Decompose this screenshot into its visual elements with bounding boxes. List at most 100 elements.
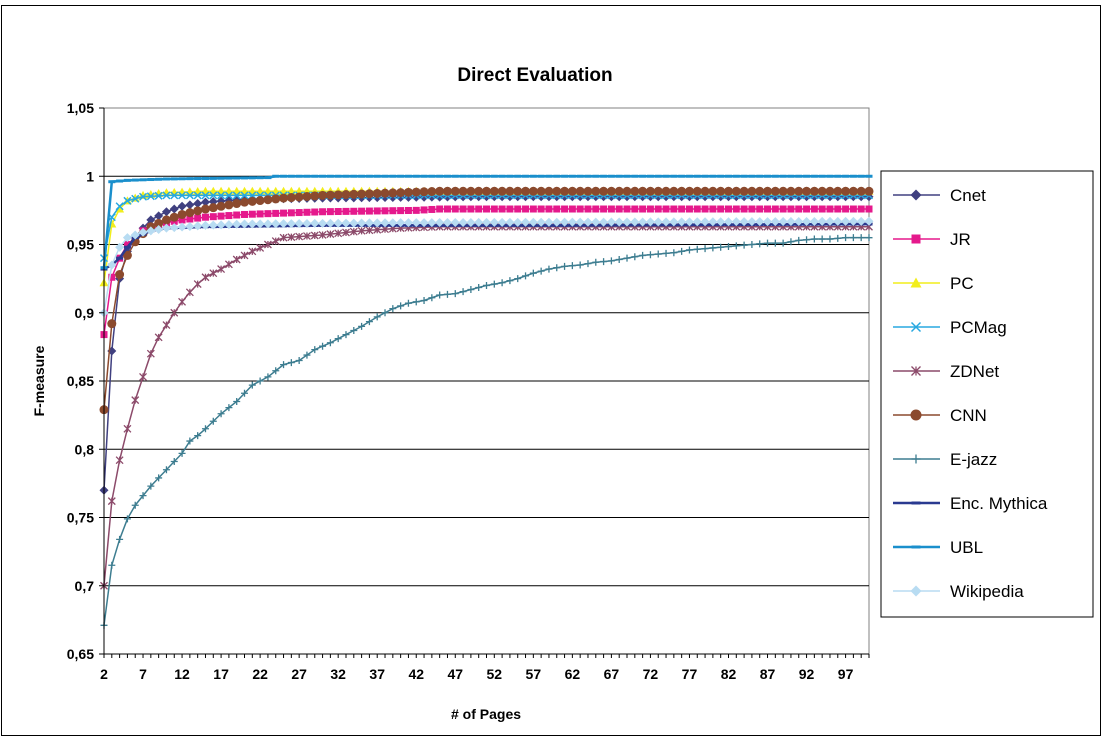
data-point	[341, 190, 351, 200]
data-point	[365, 207, 373, 215]
data-point	[606, 217, 616, 227]
data-point	[795, 174, 803, 178]
data-point	[116, 535, 124, 543]
data-point	[108, 561, 116, 569]
data-point	[233, 397, 241, 405]
data-point	[787, 174, 795, 178]
data-point	[436, 174, 444, 178]
data-point	[365, 174, 373, 178]
data-point	[709, 174, 717, 178]
data-point	[778, 217, 788, 227]
data-point	[466, 217, 476, 227]
chart-title: Direct Evaluation	[457, 65, 612, 86]
data-point	[623, 205, 631, 213]
data-point	[857, 205, 865, 213]
data-point	[615, 256, 623, 264]
data-point	[256, 210, 264, 218]
data-point	[286, 193, 296, 203]
data-point	[209, 269, 218, 278]
data-point	[404, 206, 412, 214]
data-point	[357, 226, 366, 235]
data-point	[115, 202, 124, 211]
legend-label: Enc. Mythica	[950, 494, 1048, 513]
data-point	[443, 174, 451, 178]
data-point	[349, 189, 359, 199]
data-point	[341, 218, 351, 228]
data-point	[701, 174, 709, 178]
data-point	[403, 218, 413, 228]
data-point	[561, 205, 569, 213]
data-point	[848, 216, 858, 226]
data-point	[591, 186, 601, 196]
y-tick-label: 0,8	[75, 441, 95, 457]
data-point	[599, 186, 609, 196]
data-point	[771, 174, 779, 178]
data-point	[513, 217, 523, 227]
data-point	[576, 261, 584, 269]
x-tick-label: 77	[682, 666, 698, 682]
data-point	[263, 219, 273, 229]
data-point	[568, 262, 576, 270]
data-point	[295, 209, 303, 217]
data-point	[645, 217, 655, 227]
data-point	[833, 186, 843, 196]
data-point	[810, 205, 818, 213]
data-point	[255, 196, 265, 206]
legend-item-enc-mythica: Enc. Mythica	[893, 494, 1048, 513]
data-point	[522, 174, 530, 178]
data-point	[364, 189, 374, 199]
data-point	[169, 204, 179, 214]
data-point	[161, 223, 171, 233]
data-point	[311, 174, 319, 178]
data-point	[489, 217, 499, 227]
data-point	[654, 205, 662, 213]
x-tick-label: 97	[838, 666, 854, 682]
data-point	[826, 174, 834, 178]
data-point	[764, 205, 772, 213]
data-point	[319, 208, 327, 216]
data-point	[185, 208, 195, 218]
data-point	[271, 219, 281, 229]
data-point	[303, 174, 311, 178]
data-point	[208, 220, 218, 230]
data-point	[272, 209, 280, 217]
data-point	[388, 218, 398, 228]
data-point	[825, 186, 835, 196]
data-point	[794, 186, 804, 196]
data-point	[600, 205, 608, 213]
data-point	[584, 260, 592, 268]
data-point	[809, 186, 819, 196]
data-point	[396, 218, 406, 228]
data-point	[279, 233, 288, 242]
data-point	[185, 191, 194, 200]
data-point	[739, 217, 749, 227]
data-point	[264, 176, 272, 180]
data-point	[498, 174, 506, 178]
data-point	[443, 290, 451, 298]
data-point	[786, 217, 796, 227]
data-point	[350, 174, 358, 178]
data-point	[482, 217, 491, 227]
data-point	[122, 233, 132, 243]
data-point	[232, 255, 241, 264]
x-tick-label: 37	[369, 666, 385, 682]
data-point	[302, 191, 312, 201]
data-point	[216, 220, 226, 230]
legend-swatch-marker	[910, 277, 922, 288]
legend-label: E-jazz	[950, 450, 997, 469]
data-point	[123, 178, 131, 182]
data-point	[803, 174, 811, 178]
data-point	[701, 245, 709, 253]
data-point	[474, 217, 484, 227]
data-point	[397, 174, 405, 178]
data-point	[771, 239, 779, 247]
data-point	[123, 245, 131, 249]
data-point	[537, 174, 545, 178]
data-point	[592, 174, 600, 178]
data-point	[232, 191, 241, 200]
data-point	[684, 217, 694, 227]
data-point	[372, 188, 382, 198]
data-point	[381, 174, 389, 178]
data-point	[217, 191, 226, 200]
